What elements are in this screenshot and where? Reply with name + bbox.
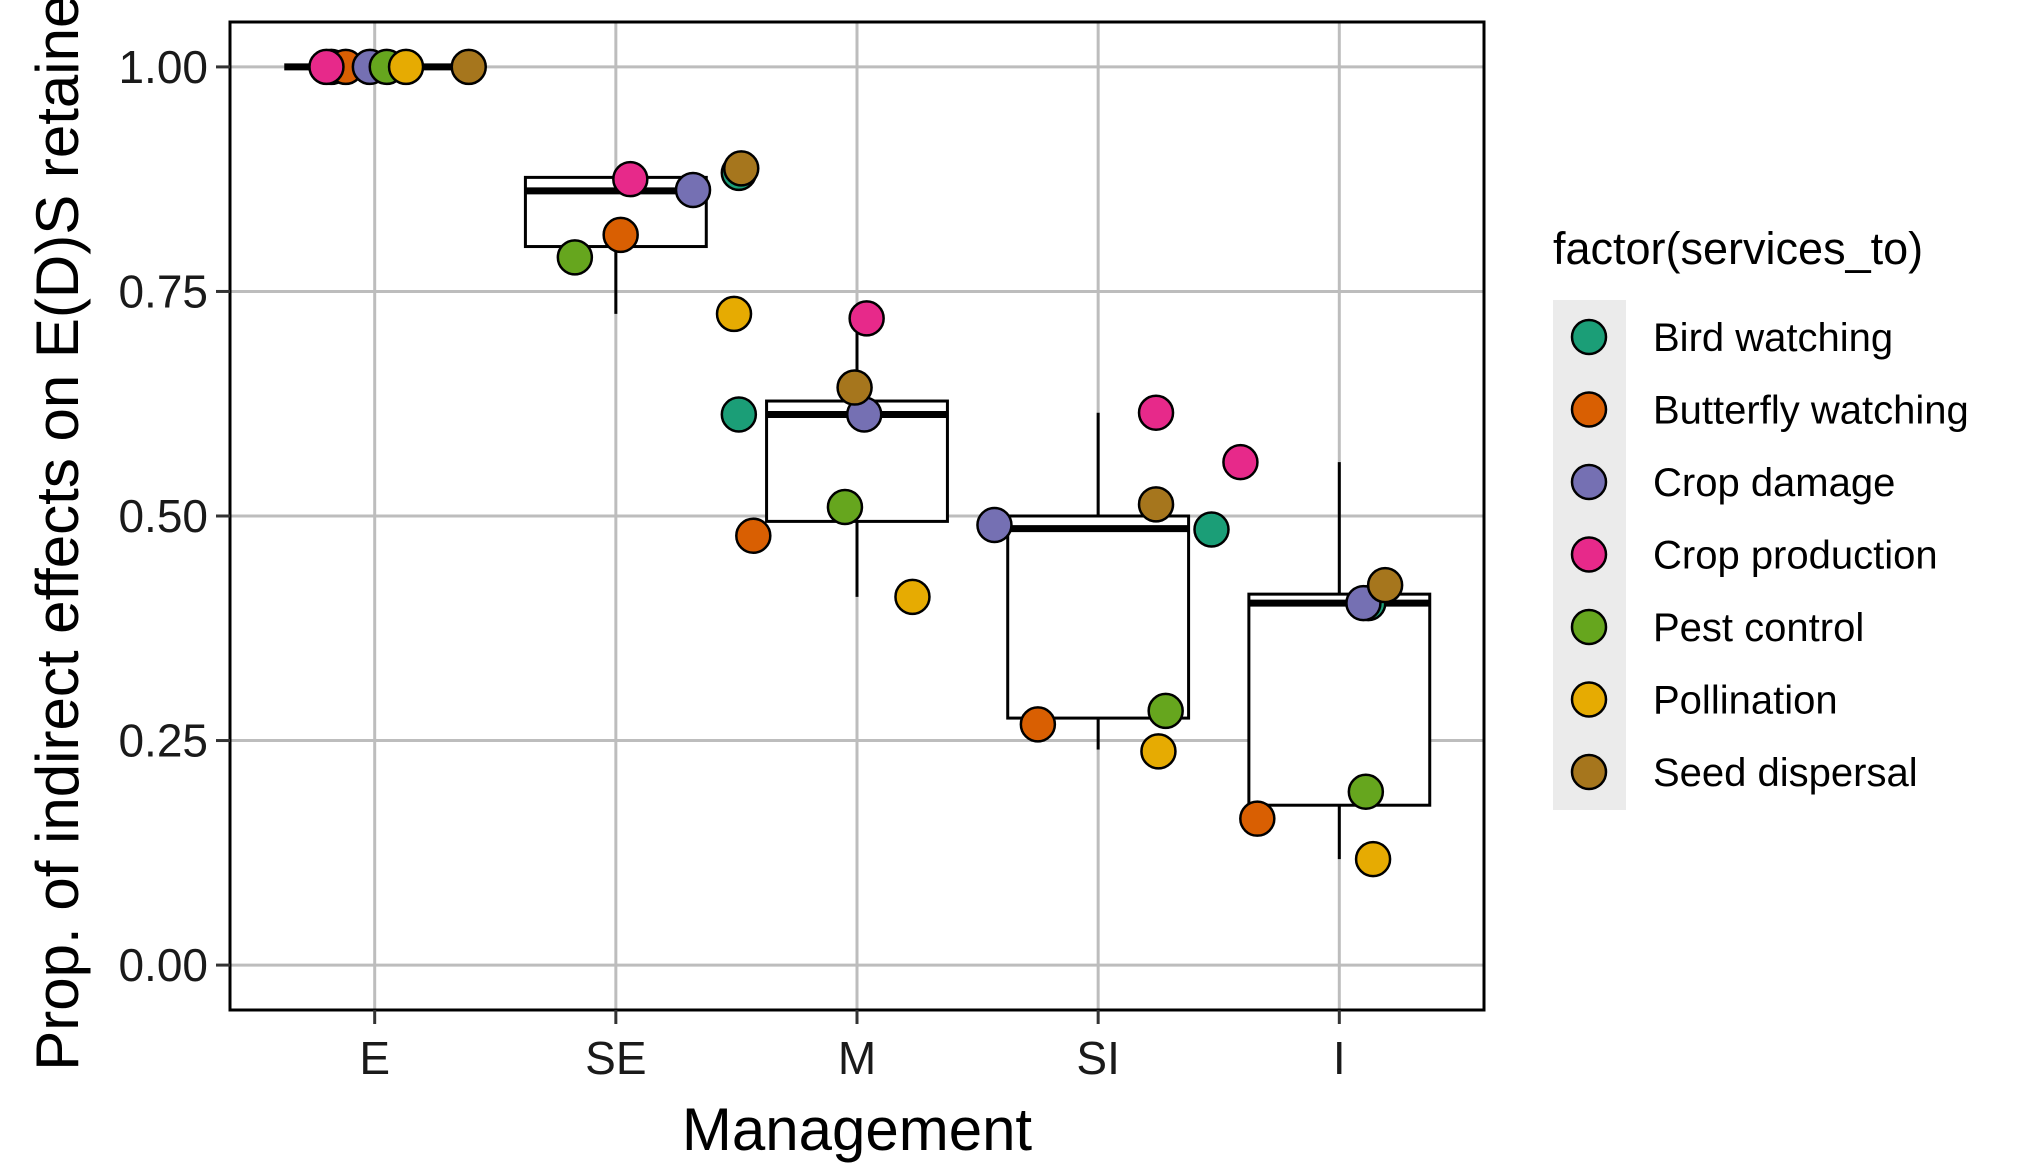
data-point bbox=[612, 160, 649, 198]
data-point bbox=[387, 48, 425, 86]
data-point bbox=[1193, 511, 1230, 548]
box-iqr bbox=[1006, 514, 1191, 720]
y-tick-label: 0.50 bbox=[118, 490, 208, 542]
data-point bbox=[1140, 733, 1177, 770]
y-axis-title: Prop. of indirect effects on E(D)S retai… bbox=[24, 0, 91, 1071]
data-point bbox=[1222, 443, 1259, 481]
data-point bbox=[976, 506, 1013, 544]
legend-label: Pest control bbox=[1653, 606, 1864, 650]
legend-label: Seed dispersal bbox=[1653, 751, 1918, 795]
data-point bbox=[1354, 840, 1392, 878]
y-tick-label: 0.75 bbox=[118, 265, 208, 317]
box-iqr bbox=[1247, 592, 1432, 807]
legend-label: Crop production bbox=[1653, 534, 1938, 578]
y-tick-label: 0.00 bbox=[118, 939, 208, 991]
data-point bbox=[720, 396, 758, 433]
data-point bbox=[1137, 394, 1175, 431]
data-point bbox=[556, 239, 594, 276]
x-tick-label: E bbox=[359, 1032, 390, 1084]
legend-key bbox=[1570, 608, 1608, 646]
x-tick-label: SE bbox=[585, 1032, 646, 1084]
data-point bbox=[1147, 692, 1184, 730]
data-point bbox=[1137, 486, 1175, 523]
x-axis-title: Management bbox=[682, 1096, 1033, 1163]
data-point bbox=[1347, 773, 1385, 810]
x-tick-label: M bbox=[838, 1032, 876, 1084]
y-axis-ticks: 0.00 0.25 0.50 0.75 1.00 bbox=[118, 41, 230, 991]
legend-label: Pollination bbox=[1653, 679, 1838, 723]
data-point bbox=[894, 578, 931, 616]
legend-label: Butterfly watching bbox=[1653, 389, 1969, 433]
x-axis-ticks: E SE M SI I bbox=[359, 1010, 1346, 1084]
data-point bbox=[826, 488, 864, 526]
data-point bbox=[450, 48, 487, 86]
legend: factor(services_to) Bird watching Butterf… bbox=[1553, 223, 1969, 810]
legend-key bbox=[1570, 681, 1608, 718]
data-point bbox=[308, 48, 345, 86]
legend-title: factor(services_to) bbox=[1553, 223, 1923, 274]
legend-key bbox=[1570, 318, 1608, 356]
data-point bbox=[1366, 566, 1404, 604]
x-tick-label: SI bbox=[1076, 1032, 1119, 1084]
data-point bbox=[735, 517, 772, 555]
legend-key bbox=[1570, 463, 1608, 501]
data-point bbox=[1019, 706, 1057, 743]
data-point bbox=[602, 216, 639, 254]
data-point bbox=[1239, 800, 1276, 837]
y-tick-label: 1.00 bbox=[118, 41, 208, 93]
y-tick-label: 0.25 bbox=[118, 715, 208, 767]
point-layer bbox=[308, 48, 1404, 878]
data-point bbox=[836, 369, 873, 406]
data-point bbox=[722, 150, 760, 187]
legend-key bbox=[1570, 391, 1608, 428]
x-tick-label: I bbox=[1333, 1032, 1346, 1084]
legend-label: Crop damage bbox=[1653, 461, 1895, 505]
legend-key bbox=[1570, 753, 1608, 791]
legend-label: Bird watching bbox=[1653, 316, 1893, 360]
data-point bbox=[674, 171, 712, 209]
legend-key bbox=[1570, 536, 1608, 573]
data-point bbox=[848, 300, 885, 337]
data-point bbox=[715, 295, 753, 333]
